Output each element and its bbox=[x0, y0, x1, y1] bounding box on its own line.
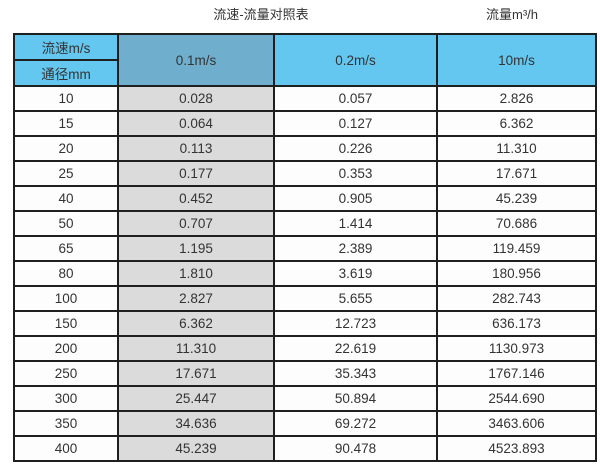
diameter-cell: 25 bbox=[13, 160, 119, 187]
table-row: 400 45.239 90.478 4523.893 bbox=[13, 435, 597, 462]
flow-value-cell-10ms: 636.173 bbox=[436, 310, 597, 337]
flow-value-cell-0.1ms: 0.113 bbox=[117, 135, 275, 162]
column-header-0.2ms: 0.2m/s bbox=[273, 33, 438, 87]
flow-value-cell-0.2ms: 2.389 bbox=[273, 235, 438, 262]
flow-value-cell-0.1ms: 6.362 bbox=[117, 310, 275, 337]
flow-unit-label: 流量m³/h bbox=[485, 7, 539, 22]
column-header-10ms: 10m/s bbox=[436, 33, 597, 87]
header-row-bottom: 通径mm bbox=[13, 59, 596, 87]
table-body: 10 0.028 0.057 2.826 15 0.064 0.127 6.362 20 0.11… bbox=[13, 85, 597, 462]
flow-value-cell-0.2ms: 0.057 bbox=[273, 85, 438, 112]
flow-rate-table: 流速m/s 0.1m/s 0.2m/s 10m/s 通径mm 10 0.028 0.… bbox=[13, 33, 597, 462]
table-title: 流速-流量对照表 bbox=[213, 7, 309, 22]
table-row: 250 17.671 35.343 1767.146 bbox=[13, 360, 597, 387]
flow-value-cell-10ms: 70.686 bbox=[436, 210, 597, 237]
corner-velocity-label: 流速m/s bbox=[13, 33, 119, 61]
flow-value-cell-10ms: 4523.893 bbox=[436, 435, 597, 462]
flow-value-cell-0.1ms: 11.310 bbox=[117, 335, 275, 362]
table-row: 300 25.447 50.894 2544.690 bbox=[13, 385, 597, 412]
flow-value-cell-0.1ms: 17.671 bbox=[117, 360, 275, 387]
flow-value-cell-10ms: 6.362 bbox=[436, 110, 597, 137]
flow-value-cell-10ms: 282.743 bbox=[436, 285, 597, 312]
flow-value-cell-10ms: 45.239 bbox=[436, 185, 597, 212]
flow-value-cell-0.1ms: 0.707 bbox=[117, 210, 275, 237]
table-row: 150 6.362 12.723 636.173 bbox=[13, 310, 597, 337]
diameter-cell: 65 bbox=[13, 235, 119, 262]
flow-value-cell-0.1ms: 1.195 bbox=[117, 235, 275, 262]
flow-value-cell-0.1ms: 45.239 bbox=[117, 435, 275, 462]
flow-value-cell-10ms: 11.310 bbox=[436, 135, 597, 162]
table-row: 65 1.195 2.389 119.459 bbox=[13, 235, 597, 262]
flow-value-cell-0.1ms: 2.827 bbox=[117, 285, 275, 312]
table-row: 40 0.452 0.905 45.239 bbox=[13, 185, 597, 212]
table-row: 80 1.810 3.619 180.956 bbox=[13, 260, 597, 287]
table-row: 200 11.310 22.619 1130.973 bbox=[13, 335, 597, 362]
flow-value-cell-10ms: 17.671 bbox=[436, 160, 597, 187]
flow-value-cell-0.1ms: 34.636 bbox=[117, 410, 275, 437]
diameter-cell: 80 bbox=[13, 260, 119, 287]
flow-value-cell-0.2ms: 12.723 bbox=[273, 310, 438, 337]
corner-diameter-label: 通径mm bbox=[13, 59, 119, 87]
flow-value-cell-0.2ms: 90.478 bbox=[273, 435, 438, 462]
column-header-0.1ms: 0.1m/s bbox=[117, 33, 275, 87]
flow-value-cell-10ms: 3463.606 bbox=[436, 410, 597, 437]
flow-value-cell-0.1ms: 1.810 bbox=[117, 260, 275, 287]
table-header: 流速m/s 0.1m/s 0.2m/s 10m/s 通径mm bbox=[13, 33, 597, 87]
diameter-cell: 350 bbox=[13, 410, 119, 437]
flow-value-cell-0.2ms: 69.272 bbox=[273, 410, 438, 437]
header-row-top: 流速m/s 0.1m/s 0.2m/s 10m/s bbox=[13, 33, 597, 87]
diameter-cell: 20 bbox=[13, 135, 119, 162]
table-row: 10 0.028 0.057 2.826 bbox=[13, 85, 597, 112]
flow-value-cell-0.1ms: 25.447 bbox=[117, 385, 275, 412]
table-row: 100 2.827 5.655 282.743 bbox=[13, 285, 597, 312]
flow-value-cell-10ms: 180.956 bbox=[436, 260, 597, 287]
flow-value-cell-10ms: 2.826 bbox=[436, 85, 597, 112]
flow-value-cell-0.2ms: 0.905 bbox=[273, 185, 438, 212]
table-row: 50 0.707 1.414 70.686 bbox=[13, 210, 597, 237]
diameter-cell: 300 bbox=[13, 385, 119, 412]
flow-value-cell-0.2ms: 5.655 bbox=[273, 285, 438, 312]
table-row: 20 0.113 0.226 11.310 bbox=[13, 135, 597, 162]
flow-value-cell-0.1ms: 0.064 bbox=[117, 110, 275, 137]
flow-value-cell-10ms: 2544.690 bbox=[436, 385, 597, 412]
flow-value-cell-0.2ms: 50.894 bbox=[273, 385, 438, 412]
flow-value-cell-0.1ms: 0.452 bbox=[117, 185, 275, 212]
flow-value-cell-0.1ms: 0.177 bbox=[117, 160, 275, 187]
flow-value-cell-0.2ms: 1.414 bbox=[273, 210, 438, 237]
diameter-cell: 250 bbox=[13, 360, 119, 387]
flow-value-cell-0.2ms: 35.343 bbox=[273, 360, 438, 387]
diameter-cell: 40 bbox=[13, 185, 119, 212]
flow-value-cell-10ms: 1767.146 bbox=[436, 360, 597, 387]
diameter-cell: 400 bbox=[13, 435, 119, 462]
flow-value-cell-0.2ms: 0.127 bbox=[273, 110, 438, 137]
table-row: 15 0.064 0.127 6.362 bbox=[13, 110, 597, 137]
diameter-cell: 10 bbox=[13, 85, 119, 112]
flow-value-cell-0.2ms: 0.226 bbox=[273, 135, 438, 162]
flow-value-cell-10ms: 119.459 bbox=[436, 235, 597, 262]
flow-value-cell-10ms: 1130.973 bbox=[436, 335, 597, 362]
diameter-cell: 150 bbox=[13, 310, 119, 337]
flow-value-cell-0.2ms: 0.353 bbox=[273, 160, 438, 187]
diameter-cell: 200 bbox=[13, 335, 119, 362]
diameter-cell: 15 bbox=[13, 110, 119, 137]
flow-value-cell-0.1ms: 0.028 bbox=[117, 85, 275, 112]
table-row: 350 34.636 69.272 3463.606 bbox=[13, 410, 597, 437]
table-row: 25 0.177 0.353 17.671 bbox=[13, 160, 597, 187]
flow-value-cell-0.2ms: 3.619 bbox=[273, 260, 438, 287]
flow-value-cell-0.2ms: 22.619 bbox=[273, 335, 438, 362]
diameter-cell: 100 bbox=[13, 285, 119, 312]
diameter-cell: 50 bbox=[13, 210, 119, 237]
